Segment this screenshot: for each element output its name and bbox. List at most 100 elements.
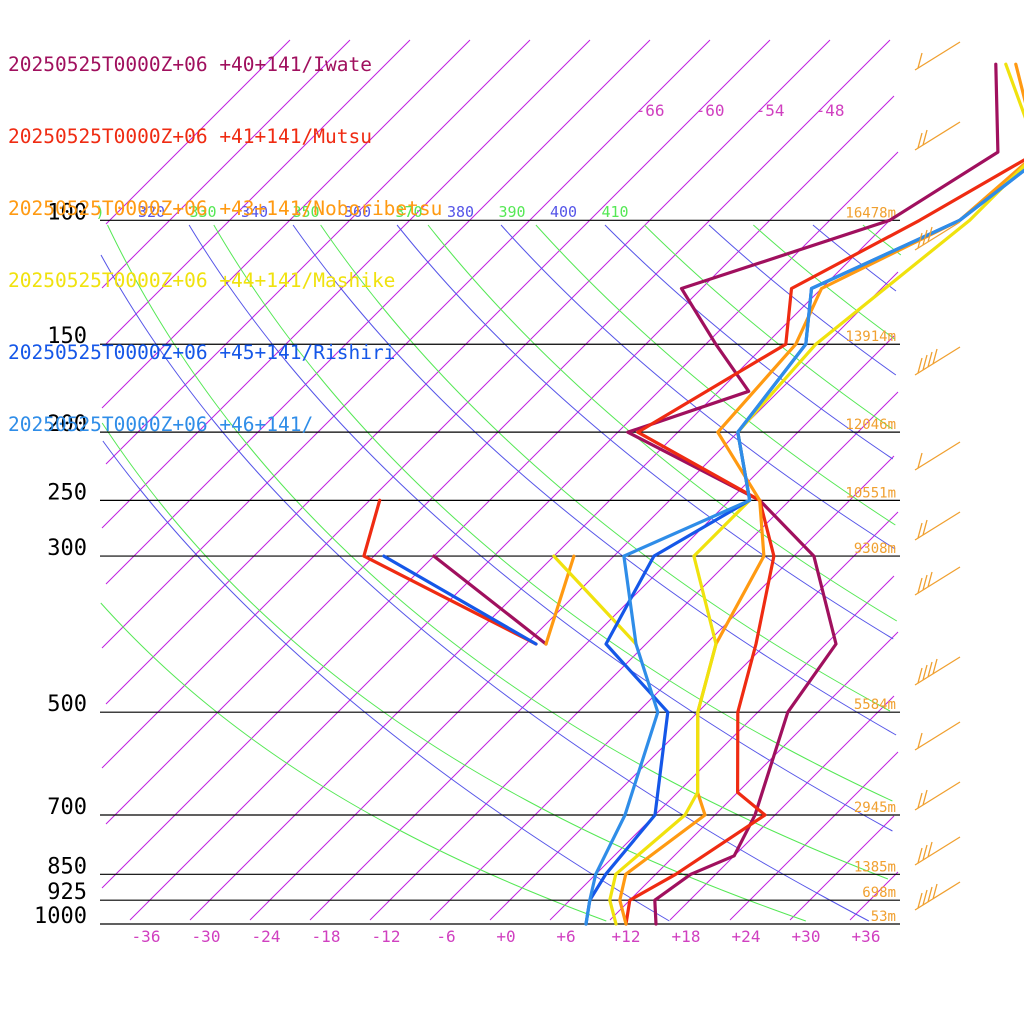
moist-adiabat-line [753, 224, 895, 340]
theta-label: 370 [395, 203, 422, 221]
height-label: 9308m [854, 541, 896, 557]
temperature-tick-label: +18 [672, 927, 701, 946]
moist-adiabat-line [644, 224, 893, 430]
height-label: 5584m [854, 697, 896, 713]
isotherm-line [101, 39, 831, 769]
wind-barb [914, 836, 961, 866]
temperature-tick-label: -24 [252, 927, 281, 946]
legend-entry: 20250525T0000Z+06 +41+141/Mutsu [8, 125, 372, 148]
wind-barb [914, 346, 961, 376]
wind-barb [914, 721, 961, 751]
temperature-tick-label: -12 [372, 927, 401, 946]
legend-entry: 20250525T0000Z+06 +43+141/Noboribetsu [8, 197, 443, 220]
pressure-label: 1000 [34, 904, 87, 929]
moist-adiabat-line [320, 224, 891, 712]
isotherm-line [105, 39, 651, 585]
isotherm-line [429, 455, 895, 921]
dry-adiabat-line [812, 224, 897, 292]
isobar-lines [100, 219, 900, 925]
height-label: 1385m [854, 859, 896, 875]
temperature-profile-line [584, 168, 1024, 926]
isotherm-line [101, 39, 351, 289]
dewpoint-profile-line [362, 498, 538, 646]
isotherm-line [849, 871, 899, 921]
height-label: 10551m [845, 485, 896, 501]
temperature-tick-label: +36 [852, 927, 881, 946]
wind-barb [914, 441, 961, 471]
height-label: 12046m [845, 417, 896, 433]
isotherm-line [105, 39, 771, 705]
theta-label: 350 [292, 203, 319, 221]
sounding-profiles [362, 62, 1024, 926]
legend-entry: 20250525T0000Z+06 +45+141/Rishiri [8, 341, 396, 364]
isotherm-line [189, 215, 895, 921]
wind-barb [914, 221, 961, 251]
wind-barbs [914, 41, 961, 911]
moist-adiabat-line [101, 422, 806, 922]
isotherm-line [369, 391, 899, 921]
dewpoint-profile-line [382, 554, 538, 646]
moist-adiabat-line [427, 224, 898, 622]
height-label: 13914m [845, 329, 896, 345]
theta-label: 380 [447, 203, 474, 221]
dry-adiabat-line [500, 224, 896, 550]
wind-barb [914, 511, 961, 541]
pressure-label: 200 [47, 412, 87, 437]
dry-adiabat-line [188, 224, 893, 832]
theta-label: 340 [241, 203, 268, 221]
legend: 20250525T0000Z+06 +40+141/Iwate 20250525… [8, 5, 442, 485]
isotherm-line [105, 39, 291, 225]
pressure-label: 500 [47, 692, 87, 717]
isotherm-line [549, 575, 895, 921]
upper-temperature-label: -60 [696, 101, 725, 120]
temperature-tick-label: +0 [496, 927, 515, 946]
wind-barb [914, 41, 961, 71]
isotherm-line [249, 271, 899, 921]
theta-label: 320 [138, 203, 165, 221]
theta-label: 360 [344, 203, 371, 221]
wind-barb [914, 121, 961, 151]
temperature-profile-line [618, 62, 1024, 926]
moist-adiabat-line [535, 224, 896, 526]
isotherm-line [669, 695, 895, 921]
pressure-label: 925 [47, 880, 87, 905]
theta-label: 410 [601, 203, 628, 221]
isotherm-line [309, 335, 895, 921]
moist-adiabat-line [100, 602, 607, 922]
isotherm-line [101, 39, 471, 409]
isotherm-line [101, 95, 895, 889]
temperature-tick-label: -18 [312, 927, 341, 946]
pressure-label: 700 [47, 795, 87, 820]
isotherm-line [789, 815, 895, 921]
dry-adiabat-line [604, 224, 894, 460]
temperature-tick-label: +6 [556, 927, 575, 946]
height-label: 53m [871, 909, 896, 925]
temperature-tick-label: -30 [192, 927, 221, 946]
moist-adiabat-line [213, 224, 893, 802]
isotherm-line [105, 39, 531, 465]
dewpoint-profile-line [432, 554, 548, 646]
upper-temperature-label: -54 [756, 101, 785, 120]
height-label: 2945m [854, 800, 896, 816]
height-label: 698m [862, 885, 896, 901]
isotherm-lines [101, 39, 899, 921]
isotherm-line [105, 39, 411, 345]
pressure-label: 150 [47, 324, 87, 349]
dry-adiabat-line [102, 440, 670, 922]
wind-barb [914, 881, 961, 911]
axis-labels: 100 16478m 150 13914m 200 12046m 250 10551m 300 9… [34, 101, 896, 946]
wind-barb [914, 656, 961, 686]
temperature-tick-label: +30 [792, 927, 821, 946]
equivalent-potential-temperature-lines [100, 224, 902, 922]
dry-adiabat-line [292, 224, 897, 736]
temperature-tick-label: +12 [612, 927, 641, 946]
legend-entry: 20250525T0000Z+06 +40+141/Iwate [8, 53, 372, 76]
wind-barb [914, 781, 961, 811]
legend-entry: 20250525T0000Z+06 +44+141/Mashike [8, 269, 396, 292]
upper-temperature-label: -48 [816, 101, 845, 120]
temperature-tick-label: -36 [132, 927, 161, 946]
pressure-label: 850 [47, 854, 87, 879]
pressure-label: 250 [47, 480, 87, 505]
